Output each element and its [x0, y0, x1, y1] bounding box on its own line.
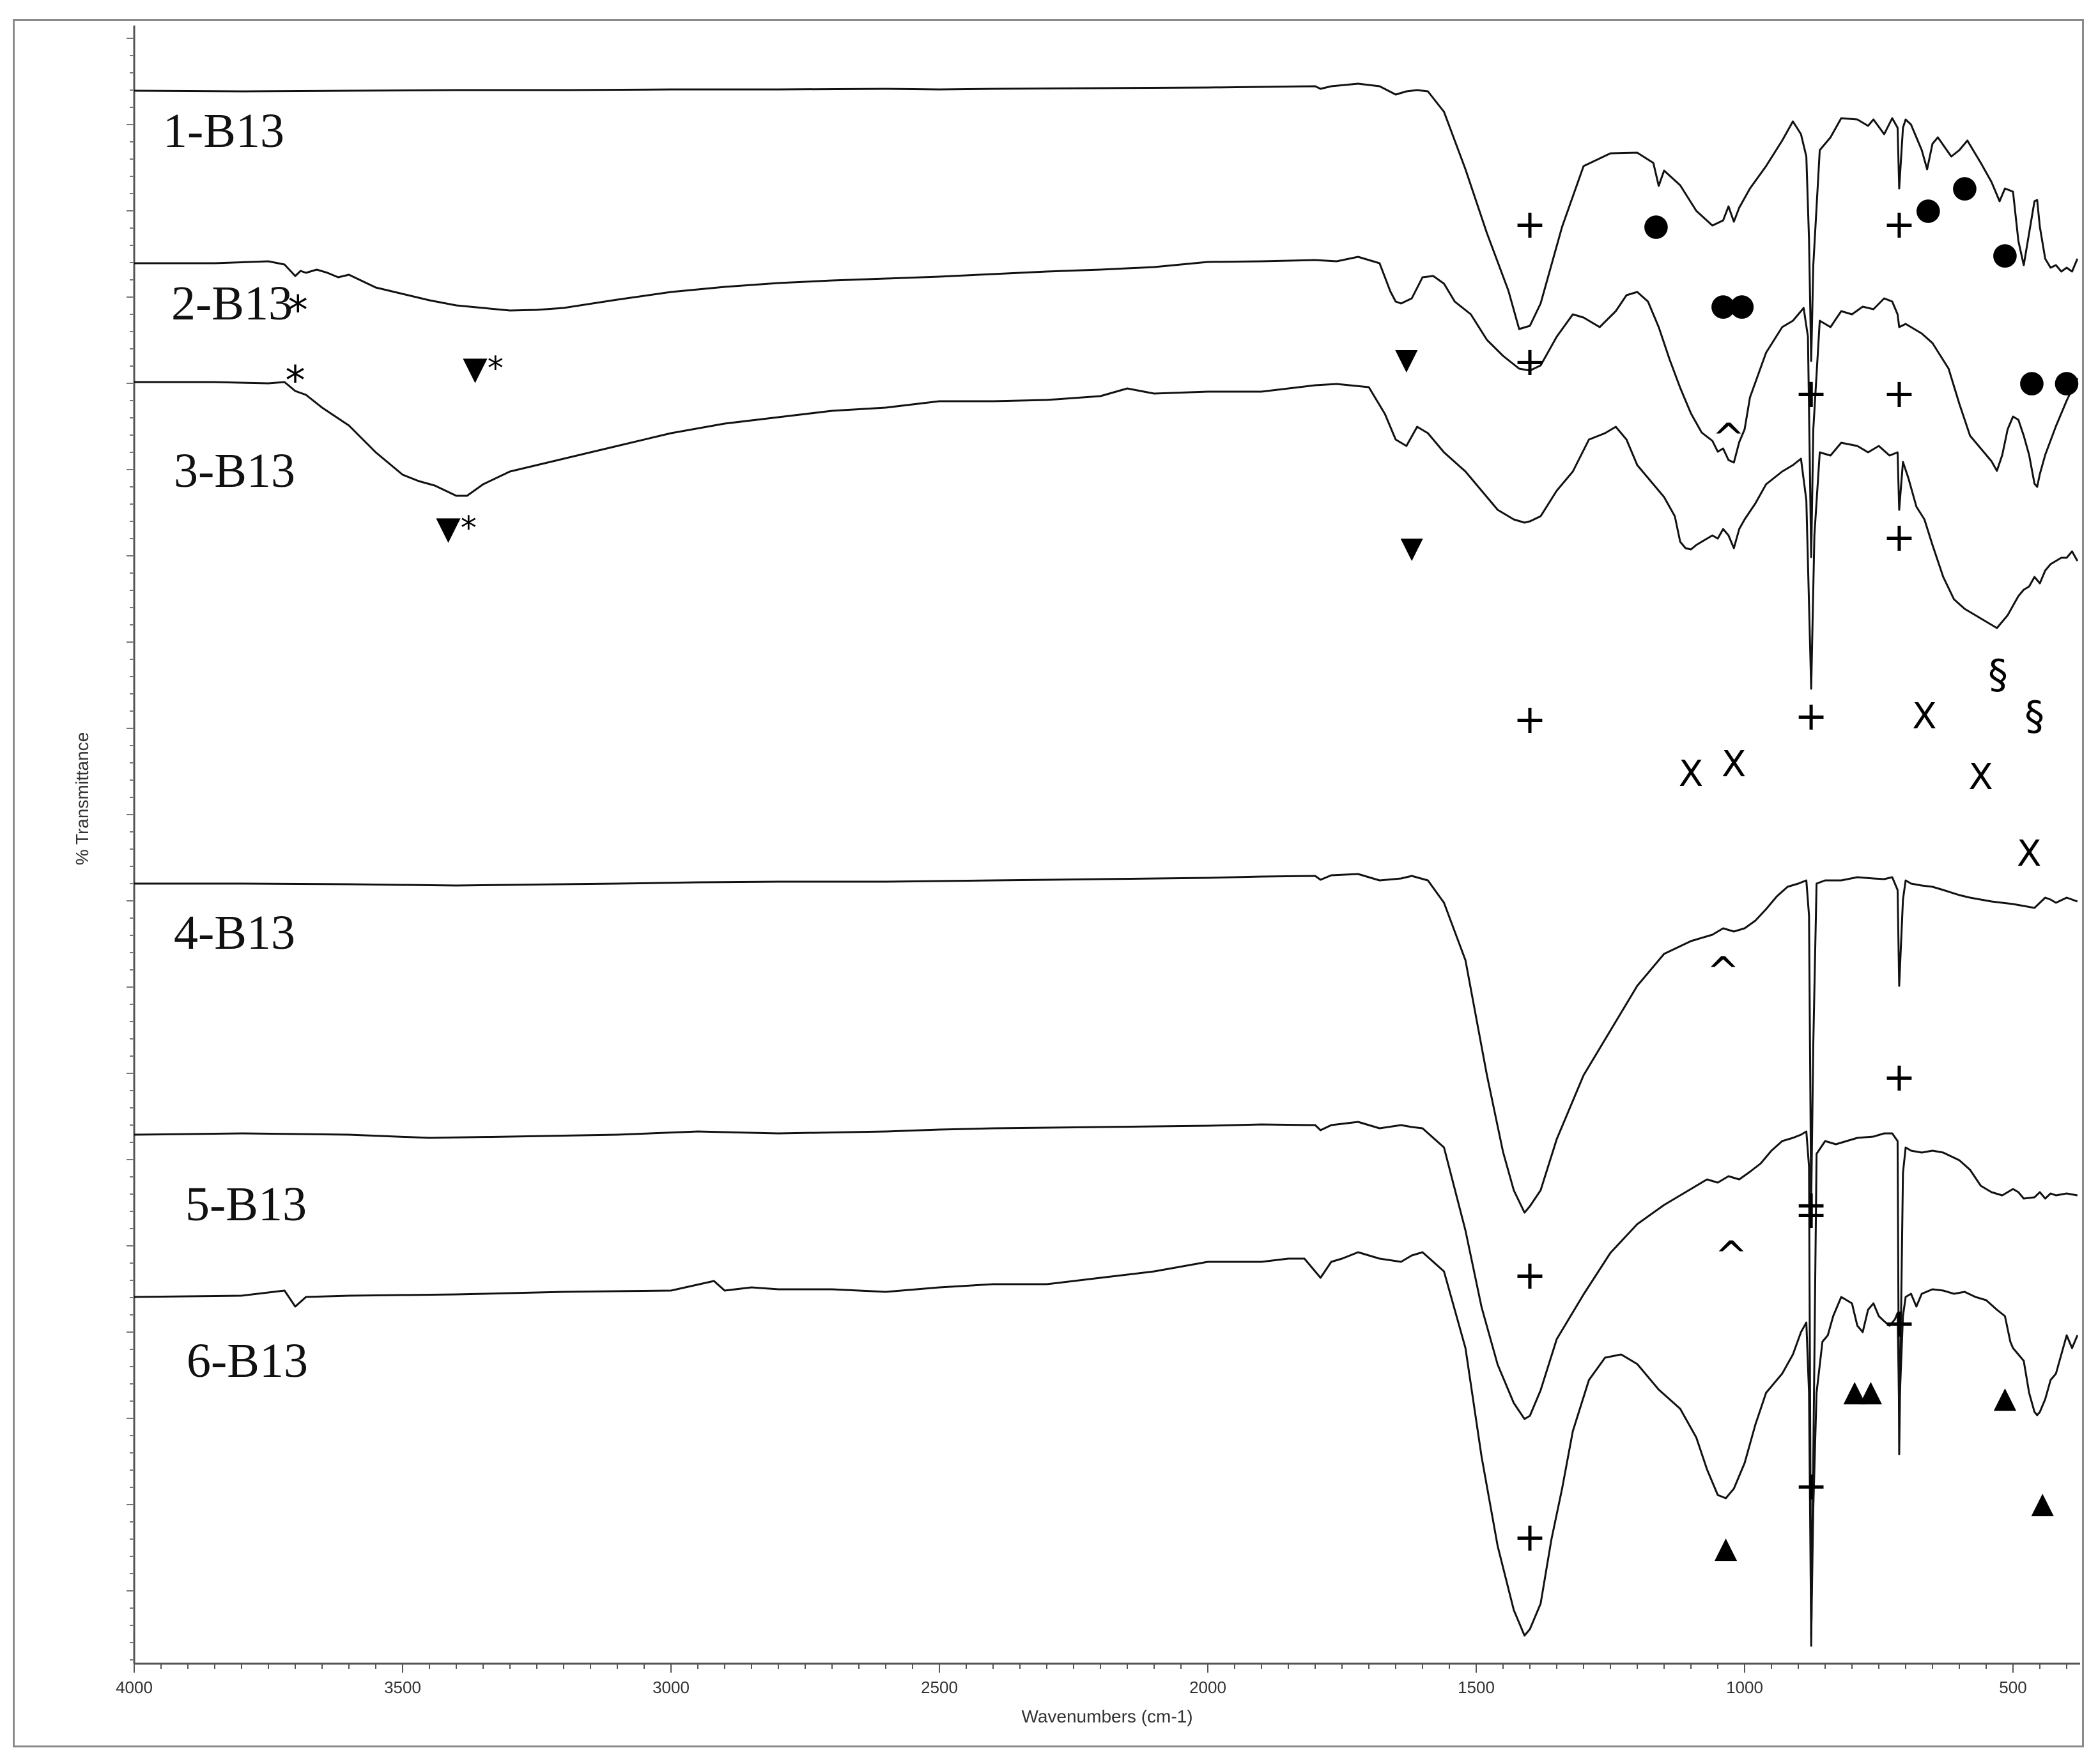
peak-marker: +: [1883, 1054, 1916, 1100]
x-tick-label: 3000: [652, 1678, 690, 1697]
peak-marker: +: [1883, 514, 1916, 560]
series-label-4: 4-B13: [174, 906, 295, 960]
series-line-5: [134, 1121, 2078, 1647]
peak-marker: +: [1513, 1252, 1547, 1298]
peak-marker: ▼*: [436, 510, 476, 547]
series-label-1: 1-B13: [163, 104, 284, 158]
peak-marker: *: [288, 287, 308, 334]
peak-marker: ^: [1706, 948, 1739, 995]
peak-marker: +: [1513, 201, 1547, 247]
peak-marker: ●: [1642, 207, 1669, 243]
peak-marker: X: [1722, 744, 1746, 785]
peak-marker: ●: [2053, 364, 2080, 399]
peak-marker: ▲: [1994, 1380, 2017, 1415]
peak-marker: ▲: [1715, 1530, 1738, 1565]
series-label-6: 6-B13: [187, 1334, 308, 1388]
x-tick-label: 4000: [116, 1678, 153, 1697]
peak-marker: +: [1513, 1514, 1547, 1560]
peak-marker: ▼: [1401, 530, 1424, 565]
peak-marker: ●: [1991, 236, 2018, 272]
peak-marker: ^: [1712, 415, 1745, 461]
peak-marker: ●: [1915, 191, 1941, 227]
peak-marker: X: [1912, 696, 1936, 737]
x-tick-label: 2500: [921, 1678, 958, 1697]
peak-marker: §: [2025, 693, 2044, 739]
peak-marker: +: [1794, 1181, 1828, 1228]
series-label-2: 2-B13: [171, 277, 293, 330]
peak-marker: *: [286, 357, 305, 404]
series-line-4: [134, 873, 2078, 1214]
peak-marker: +: [1794, 370, 1828, 417]
y-axis-label: % Transmittance: [72, 732, 92, 866]
peak-marker: ●: [1709, 287, 1736, 323]
peak-marker: +: [1513, 338, 1547, 385]
x-tick-label: 1000: [1726, 1678, 1763, 1697]
series-line-1: [134, 82, 2079, 362]
peak-marker: +: [1513, 1252, 1547, 1298]
series-line-3: [134, 381, 2079, 690]
peak-marker: +: [1794, 693, 1828, 739]
peak-marker: +: [1794, 1191, 1828, 1238]
peak-marker: ▼: [1395, 342, 1418, 376]
peak-marker: X: [2017, 833, 2041, 875]
peak-marker: ●: [2018, 364, 2045, 399]
peak-marker: +: [1513, 696, 1547, 742]
peak-marker: +: [1794, 1462, 1828, 1509]
x-tick-label: 2000: [1189, 1678, 1226, 1697]
series-label-3: 3-B13: [174, 444, 295, 498]
x-tick-label: 1500: [1458, 1678, 1495, 1697]
x-tick-label: 500: [1999, 1678, 2026, 1697]
x-axis-label: Wavenumbers (cm-1): [1021, 1706, 1192, 1726]
chart-frame: [13, 19, 2084, 1747]
peak-marker: ▼*: [463, 350, 503, 387]
peak-marker: +: [1794, 370, 1828, 417]
peak-marker: ^: [1715, 1232, 1748, 1279]
peak-marker: +: [1883, 370, 1916, 417]
series-line-2: [134, 256, 2079, 558]
markers-layer: ●●●●●●● ●+++*▼* ▼ ++ +^§§*▼*▼+X X++XXX^+++^++…: [286, 169, 2080, 1565]
peak-marker: ●: [1951, 169, 1978, 204]
peak-marker: X: [1679, 753, 1703, 795]
peak-marker: ▲: [1844, 1374, 1867, 1408]
peak-marker: ●: [1729, 287, 1755, 323]
axes-layer: 4000 3500 3000 2500 2000 1500 1000 500: [116, 26, 2080, 1697]
peak-marker: §: [1988, 651, 2008, 698]
series-line-6: [134, 1251, 2079, 1637]
peak-marker: +: [1883, 1300, 1916, 1346]
x-tick-label: 3500: [384, 1678, 421, 1697]
series-labels-layer: 1-B13 2-B13 3-B13 4-B13 5-B13 6-B13: [163, 104, 308, 1388]
peak-marker: +: [1883, 201, 1916, 247]
traces-layer: [134, 82, 2079, 1647]
series-label-5: 5-B13: [185, 1177, 307, 1231]
peak-marker: +: [1883, 1300, 1916, 1346]
peak-marker: ▲: [2032, 1485, 2055, 1520]
peak-marker: ▲: [1860, 1374, 1883, 1408]
peak-marker: X: [1968, 756, 1993, 798]
